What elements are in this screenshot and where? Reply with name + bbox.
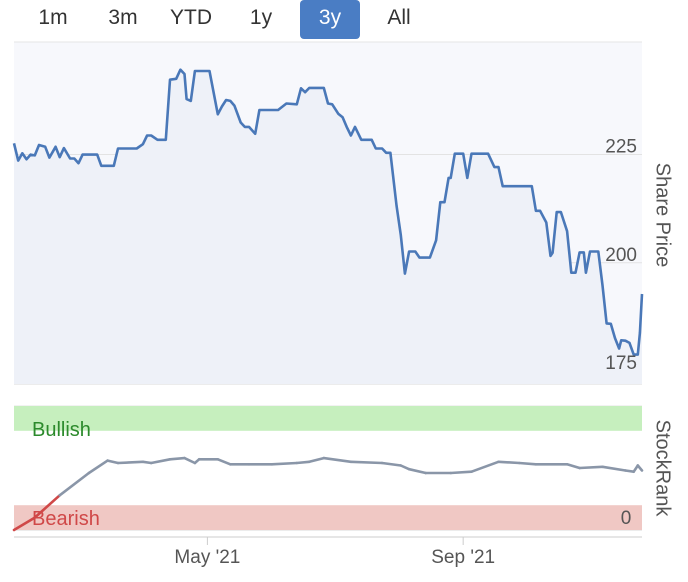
price-axis-tick-200: 200 [605,245,637,266]
rank-line-segment [141,460,153,465]
rank-line-segment [270,461,299,466]
rank-line-segment [216,457,232,466]
rank-line-segment [407,467,428,475]
rank-line-segment [322,456,353,464]
range-selector: 1m 3m YTD 1y 3y All [0,0,688,40]
rank-line-segment [380,461,403,467]
price-series-line [12,68,644,356]
rank-line-segment [87,459,109,475]
rank-line-segment [399,464,411,471]
bearish-band [14,505,642,530]
price-axis-tick-225: 225 [605,137,637,158]
rank-line-segment [517,461,538,466]
bullish-band [14,406,642,431]
rank-line-segment [470,460,500,474]
rank-line-segment [116,460,145,465]
rank-line-segment [601,465,627,472]
rank-line-segment [58,471,91,497]
bullish-band-label: Bullish [32,419,91,441]
price-axis-tick-175: 175 [605,353,637,374]
x-axis: May '21 Sep '21 [14,536,642,568]
price-axis-title: Share Price [652,163,674,268]
x-axis-tick-label: May '21 [174,547,240,568]
range-button-ytd[interactable]: YTD [170,6,212,29]
rank-axis-tick-0: 0 [621,508,632,529]
range-button-3m[interactable]: 3m [108,6,138,29]
rank-line-segment [636,464,644,472]
rank-line-segment [168,456,186,461]
range-button-3y[interactable]: 3y [300,0,360,39]
rank-line-segment [183,456,197,465]
rank-line-segment [295,460,311,465]
rank-line-segment [578,465,604,470]
rank-line-segment [624,469,636,474]
rank-line-segment [449,470,473,475]
range-button-all[interactable]: All [387,6,411,29]
rank-line-segment [149,457,172,465]
bearish-band-label: Bearish [32,508,100,530]
price-axis-ticks: 175 200 225 [605,137,637,374]
rank-line-segment [12,516,37,532]
price-area-fill [14,69,642,384]
range-button-1m[interactable]: 1m [38,6,68,29]
rank-line-segment [497,460,521,465]
rank-line-segment [349,460,384,465]
rank-line-segment [33,493,62,519]
x-axis-tick-label: Sep '21 [431,547,495,568]
rank-line-segment [565,462,581,470]
rank-line-segment [307,456,326,464]
rank-line-segment [106,459,120,465]
rank-series-line [12,456,644,532]
rank-axis-title: StockRank [652,420,674,518]
range-button-1y[interactable]: 1y [249,6,273,29]
